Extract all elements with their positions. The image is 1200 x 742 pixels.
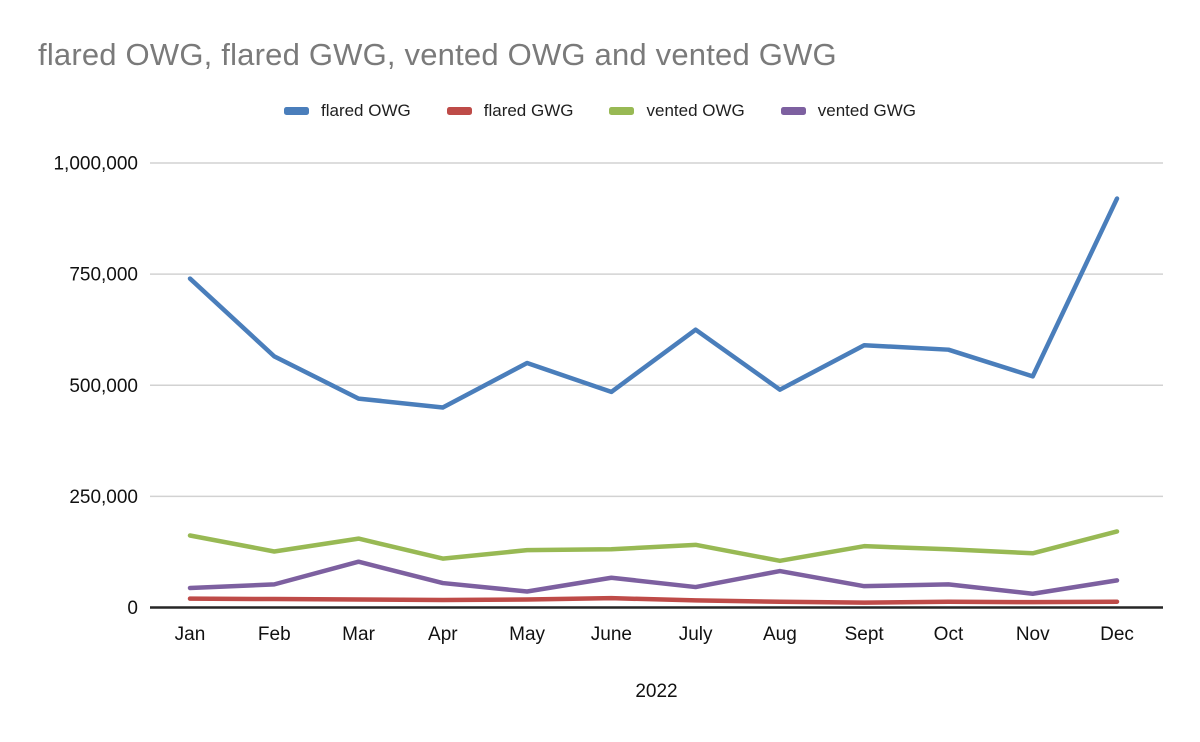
legend-item-vented-gwg: vented GWG: [780, 101, 917, 121]
legend-item-vented-owg: vented OWG: [609, 101, 745, 121]
x-tick-label-dec: Dec: [1100, 624, 1134, 645]
legend-item-flared-gwg: flared GWG: [446, 101, 574, 121]
y-tick-labels: 0 250,000 500,000 750,000 1,000,000: [53, 154, 138, 620]
legend-label-vented-owg: vented OWG: [646, 101, 745, 120]
x-tick-label-jan: Jan: [175, 624, 206, 645]
y-tick-label-250000: 250,000: [69, 487, 138, 508]
x-tick-label-june: June: [591, 624, 632, 645]
x-tick-label-feb: Feb: [258, 624, 291, 645]
series-line-vented-gwg: [187, 559, 1120, 596]
x-tick-label-july: July: [679, 624, 713, 645]
legend-label-flared-owg: flared OWG: [320, 101, 411, 120]
y-tick-label-0: 0: [127, 598, 138, 619]
y-tick-label-1000000: 1,000,000: [53, 154, 138, 175]
x-axis-title: 2022: [635, 681, 678, 702]
legend: flared OWG flared GWG vented OWG vented …: [0, 101, 1200, 121]
chart-title: flared OWG, flared GWG, vented OWG and v…: [38, 37, 837, 72]
y-tick-label-500000: 500,000: [69, 376, 138, 397]
legend-swatch-vented-gwg: [780, 107, 806, 115]
legend-label-vented-gwg: vented GWG: [817, 101, 917, 120]
legend-swatch-vented-owg: [609, 107, 635, 115]
legend-item-flared-owg: flared OWG: [283, 101, 411, 121]
x-tick-label-aug: Aug: [763, 624, 797, 645]
legend-swatch-flared-owg: [283, 107, 309, 115]
x-tick-label-may: May: [509, 624, 545, 645]
legend-label-flared-gwg: flared GWG: [483, 101, 574, 120]
series-line-vented-owg: [187, 529, 1120, 564]
series-line-flared-gwg: [187, 595, 1120, 605]
series-line-flared-owg: [187, 196, 1120, 410]
legend-swatch-flared-gwg: [446, 107, 472, 115]
x-tick-label-sept: Sept: [845, 624, 885, 645]
x-tick-label-nov: Nov: [1016, 624, 1050, 645]
y-tick-label-750000: 750,000: [69, 265, 138, 286]
x-tick-labels: Jan Feb Mar Apr May June July Aug Sept Oct Nov Dec: [175, 624, 1134, 645]
x-tick-label-apr: Apr: [428, 624, 458, 645]
x-tick-label-mar: Mar: [342, 624, 375, 645]
x-tick-label-oct: Oct: [934, 624, 964, 645]
gridlines: [150, 162, 1163, 498]
